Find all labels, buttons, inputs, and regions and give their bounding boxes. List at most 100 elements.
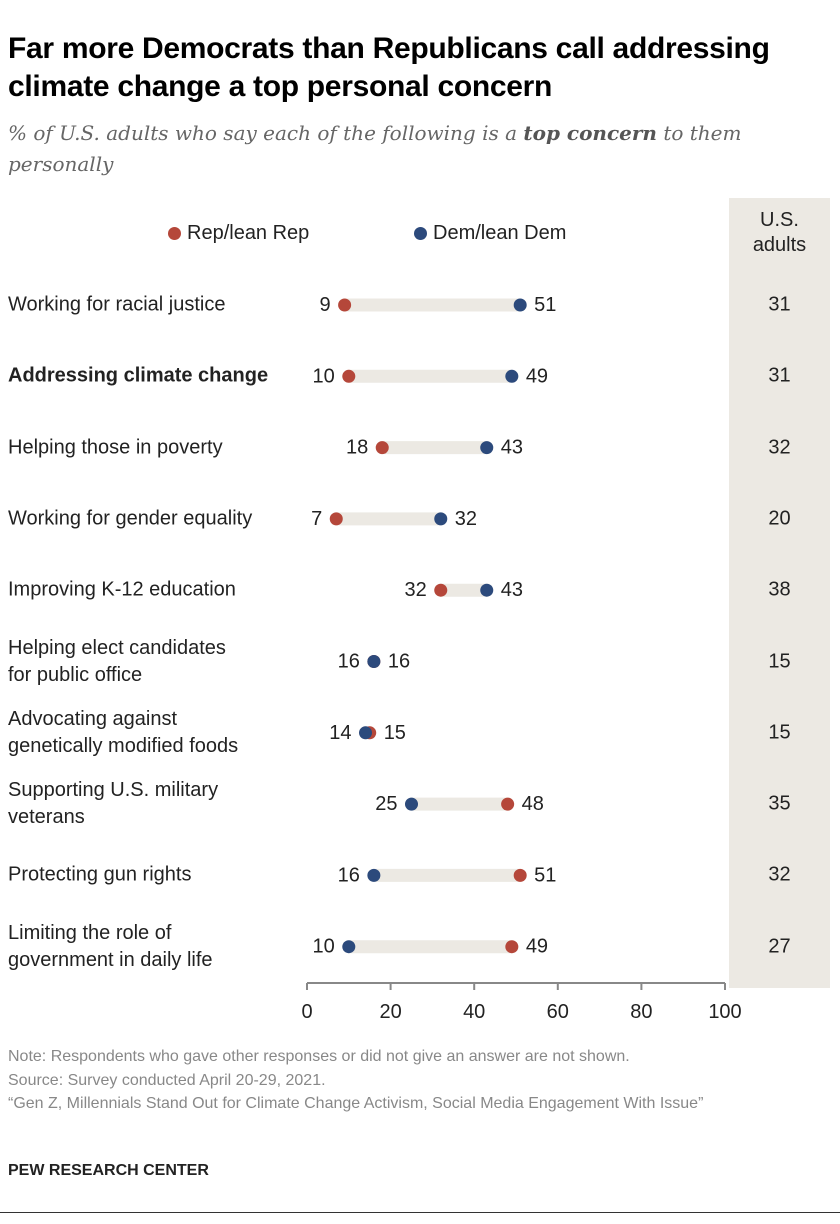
x-tick-label: 0 [301,1001,312,1023]
us-adults-value: 38 [768,578,791,601]
row-label: Helping those in poverty [8,434,223,461]
rep-value-label: 16 [338,651,360,673]
rep-dot-icon [168,227,181,240]
dem-dot [480,583,494,597]
rep-dot [375,441,389,455]
rep-dot [329,512,343,526]
bottom-rule [0,1212,840,1213]
subtitle-text: % of U.S. adults who say each of the fol… [8,121,524,145]
header-line-2: adults [752,234,807,256]
us-adults-header: U.S. adults [729,208,830,258]
dem-dot [342,940,356,954]
dem-dot [367,868,381,882]
row-label: Addressing climate change [8,363,268,390]
row-label-line: Limiting the role of [8,921,172,944]
x-tick-label: 20 [379,1001,401,1023]
rep-value-label: 32 [405,579,427,601]
legend-rep: Rep/lean Rep [168,222,309,245]
row-label: Improving K-12 education [8,577,236,604]
chart-title: Far more Democrats than Republicans call… [8,32,770,103]
dem-value-label: 32 [455,508,477,530]
row-label-line: Working for racial justice [8,293,226,316]
us-adults-value: 15 [768,650,791,672]
us-adults-value: 35 [768,792,791,815]
us-adults-value: 15 [768,721,791,744]
rep-value-label: 7 [311,508,322,530]
notes: Note: Respondents who gave other respons… [8,1045,828,1116]
row-label: Helping elect candidates for public offic… [8,635,226,689]
us-adults-value: 32 [768,863,791,886]
dem-value-label: 14 [329,722,351,744]
dem-value-label: 25 [375,793,397,815]
report-title: “Gen Z, Millennials Stand Out for Climat… [8,1095,704,1112]
row-label-line: genetically modified foods [8,734,239,757]
brand-label: PEW RESEARCH CENTER [8,1162,209,1179]
x-tick-label: 60 [547,1001,569,1023]
rep-dot [501,797,515,811]
dem-value-label: 51 [534,294,556,316]
dem-value-label: 43 [501,579,523,601]
dem-dot-icon [414,227,427,240]
us-adults-column [729,198,830,988]
us-adults-value: 20 [768,507,791,530]
note-text: Note: Respondents who gave other respons… [8,1048,630,1065]
chart-subtitle: % of U.S. adults who say each of the fol… [8,118,808,180]
dem-value-label: 10 [313,936,335,958]
us-adults-value: 32 [768,436,791,459]
us-adults-value: 31 [768,364,791,387]
rep-value-label: 10 [313,365,335,387]
subtitle-emphasis: top concern [523,121,657,145]
row-label-line: Supporting U.S. military [8,779,219,802]
row-label: Protecting gun rights [8,862,191,889]
dem-value-label: 16 [338,864,360,886]
source-text: Source: Survey conducted April 20-29, 20… [8,1071,326,1089]
dem-dot [359,726,373,740]
rep-value-label: 9 [319,294,330,316]
row-label-line: Advocating against [8,707,178,730]
row-label-line: Addressing climate change [8,364,269,387]
dem-dot [405,797,418,811]
row-label-line: Working for gender equality [8,507,253,530]
rep-dot [434,583,448,597]
rep-dot [505,940,519,954]
legend-label: Dem/lean Dem [433,222,567,244]
row-label-line: Protecting gun rights [8,863,192,886]
x-tick-label: 80 [630,1001,652,1023]
us-adults-value: 31 [768,293,791,316]
subtitle-text-end: to them personally [8,121,742,176]
dem-value-label: 43 [501,437,523,459]
us-adults-value: 27 [768,935,791,958]
rep-value-label: 15 [384,722,406,744]
row-label: Advocating against genetically modified f… [8,706,238,760]
row-label: Limiting the role of government in daily … [8,920,213,974]
row-label-line: for public office [8,663,143,686]
dem-dot [505,369,519,383]
rep-value-label: 18 [346,437,368,459]
rep-value-label: 51 [534,864,556,886]
rep-value-label: 49 [526,936,548,958]
row-label-line: Improving K-12 education [8,578,236,601]
x-tick-label: 40 [463,1001,485,1023]
rep-value-label: 48 [522,793,544,815]
dem-dot [434,512,448,526]
row-label-line: government in daily life [8,948,213,971]
x-tick-label: 100 [708,1001,741,1023]
row-label-line: veterans [8,806,85,829]
legend-dem: Dem/lean Dem [414,222,566,245]
legend-label: Rep/lean Rep [187,222,310,244]
row-label-line: Helping those in poverty [8,436,223,459]
rep-dot [338,298,352,312]
dem-dot [513,298,527,312]
row-label: Working for gender equality [8,505,252,532]
rep-dot [513,868,527,882]
row-label: Supporting U.S. military veterans [8,777,218,831]
row-label: Working for racial justice [8,292,225,319]
dem-value-label: 49 [526,365,548,387]
dem-dot [367,655,381,668]
row-label-line: Helping elect candidates [8,636,226,659]
header-line-1: U.S. [760,209,799,231]
rep-dot [342,369,356,383]
dem-value-label: 16 [388,651,410,673]
